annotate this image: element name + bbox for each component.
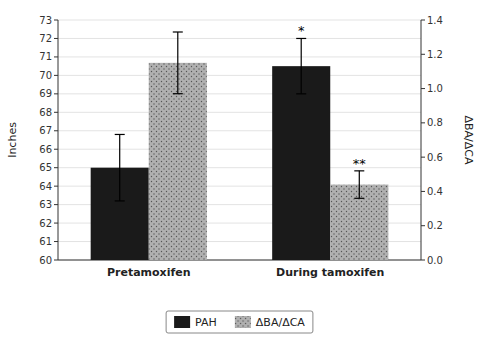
tick-mark: [421, 88, 425, 89]
tick-label: 63: [39, 199, 52, 210]
legend-item: ΔBA/ΔCA: [235, 316, 306, 329]
tick-mark: [421, 191, 425, 192]
error-bar: [173, 32, 183, 94]
grid-line: [58, 75, 421, 76]
tick-mark: [54, 112, 58, 113]
tick-label: 66: [39, 144, 52, 155]
legend-item: PAH: [174, 316, 217, 329]
error-bars: [115, 32, 365, 201]
legend-swatch: [235, 316, 251, 328]
error-line: [177, 32, 178, 94]
tick-label: 61: [39, 236, 52, 247]
tick-label: 1.4: [427, 15, 443, 26]
tick-label: 0.6: [427, 152, 443, 163]
tick-mark: [54, 167, 58, 168]
tick-mark: [421, 225, 425, 226]
error-cap: [173, 93, 183, 94]
tick-mark: [54, 204, 58, 205]
error-cap: [354, 198, 364, 199]
chart: 60 61 62 63 64 65 66 67 68 69 70 71 72 73 Inches 0.0 0.2…: [0, 0, 479, 344]
tick-label: 62: [39, 218, 52, 229]
legend-box: [166, 311, 313, 333]
tick-mark: [54, 241, 58, 242]
axis-line: [421, 20, 422, 260]
tick-mark: [54, 260, 58, 261]
tick-label: 0.4: [427, 186, 443, 197]
tick-label: 64: [39, 181, 52, 192]
y2-axis: 0.0 0.2 0.4 0.6 0.8 1.0 1.2 1.4 ΔBA/ΔCA: [421, 15, 475, 266]
axis-line: [58, 20, 59, 260]
tick-label: 68: [39, 107, 52, 118]
tick-label: 65: [39, 162, 52, 173]
error-line: [119, 134, 120, 200]
tick-mark: [54, 149, 58, 150]
legend-label: PAH: [195, 316, 217, 329]
tick-label: 73: [39, 15, 52, 26]
tick-mark: [54, 38, 58, 39]
error-cap: [296, 93, 306, 94]
grid-line: [58, 38, 421, 39]
axis-label: Inches: [6, 122, 19, 158]
error-bar: [296, 38, 306, 93]
grid-line: [58, 149, 421, 150]
grid-line: [58, 112, 421, 113]
tick-label: 0.0: [427, 255, 443, 266]
grid-line: [58, 130, 421, 131]
grid-line: [58, 20, 421, 21]
tick-mark: [421, 122, 425, 123]
tick-label: 69: [39, 88, 52, 99]
error-bar: [115, 134, 125, 200]
annotations: ***: [298, 23, 366, 170]
annotation: **: [353, 156, 367, 171]
tick-label: 60: [39, 255, 52, 266]
tick-mark: [421, 54, 425, 55]
tick-label: 1.0: [427, 83, 443, 94]
legend: PAH ΔBA/ΔCA: [166, 311, 313, 333]
tick-mark: [54, 130, 58, 131]
bar: [272, 66, 330, 260]
tick-mark: [54, 75, 58, 76]
tick-label: 67: [39, 125, 52, 136]
tick-mark: [54, 56, 58, 57]
tick-label: 72: [39, 33, 52, 44]
legend-swatch: [174, 316, 190, 328]
tick-mark: [421, 157, 425, 158]
tick-label: 71: [39, 51, 52, 62]
tick-label: 70: [39, 70, 52, 81]
error-cap: [173, 31, 183, 32]
error-cap: [115, 134, 125, 135]
tick-mark: [421, 260, 425, 261]
grid-line: [58, 93, 421, 94]
error-line: [359, 171, 360, 198]
tick-label: 1.2: [427, 49, 443, 60]
error-cap: [115, 200, 125, 201]
tick-mark: [54, 186, 58, 187]
legend-label: ΔBA/ΔCA: [256, 316, 306, 329]
bars: [91, 63, 389, 260]
tick-label: 0.8: [427, 117, 443, 128]
tick-label: 0.2: [427, 220, 443, 231]
tick-mark: [54, 20, 58, 21]
tick-mark: [421, 20, 425, 21]
grid-line: [58, 56, 421, 57]
category-label: Pretamoxifen: [107, 266, 191, 279]
tick-mark: [54, 93, 58, 94]
tick-mark: [54, 223, 58, 224]
axis-label: ΔBA/ΔCA: [462, 115, 475, 165]
error-line: [301, 38, 302, 93]
category-label: During tamoxifen: [276, 266, 384, 279]
x-axis: Pretamoxifen During tamoxifen: [58, 260, 421, 279]
error-bar: [354, 171, 364, 198]
annotation: *: [298, 23, 305, 38]
y-axis: 60 61 62 63 64 65 66 67 68 69 70 71 72 73 Inches: [6, 15, 58, 266]
